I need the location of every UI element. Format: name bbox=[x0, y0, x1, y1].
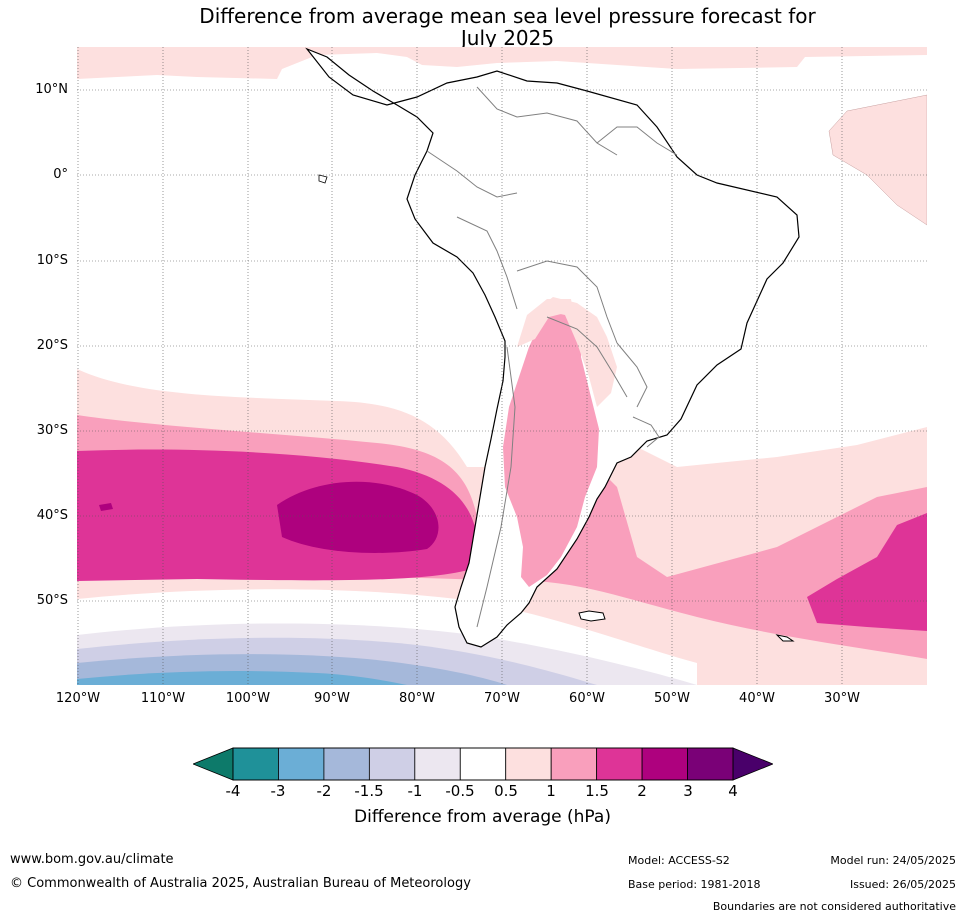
lat-label: 0° bbox=[53, 167, 68, 182]
colorbar-cell bbox=[414, 747, 461, 781]
colorbar-cell bbox=[278, 747, 325, 781]
lon-label: 100°W bbox=[225, 691, 271, 706]
colorbar-tick-label: 0.5 bbox=[494, 782, 518, 800]
falkland-islands bbox=[578, 610, 606, 622]
map-gridlines bbox=[77, 47, 927, 685]
anomaly-region-altiplano bbox=[517, 299, 573, 347]
lat-label: 20°S bbox=[36, 338, 68, 353]
border-peru-brazil bbox=[456, 216, 518, 310]
colorbar-tick-label: 2 bbox=[637, 782, 647, 800]
colorbar-cell bbox=[232, 747, 279, 781]
lon-label: 70°W bbox=[484, 691, 520, 706]
base-period: Base period: 1981-2018 bbox=[628, 878, 761, 891]
galapagos-islands bbox=[318, 174, 328, 184]
anomaly-region-east-atlantic bbox=[828, 94, 927, 226]
colorbar-cell bbox=[323, 747, 370, 781]
lat-label: 10°S bbox=[36, 253, 68, 268]
anomaly-band-1p5-east bbox=[807, 513, 927, 631]
anomaly-region-argentina bbox=[503, 305, 599, 587]
model-run-date: Model run: 24/05/2025 bbox=[830, 854, 956, 867]
map-title: Difference from average mean sea level p… bbox=[199, 4, 816, 50]
colorbar-tick-label: -1.5 bbox=[354, 782, 384, 800]
colorbar-cell bbox=[641, 747, 688, 781]
colorbar-tick-label: 1 bbox=[546, 782, 556, 800]
colorbar-tick-label: -1 bbox=[407, 782, 423, 800]
lat-label: 30°S bbox=[36, 423, 68, 438]
anomaly-band-neg-2 bbox=[77, 671, 407, 685]
lon-label: 110°W bbox=[140, 691, 186, 706]
colorbar-tick-label: -4 bbox=[225, 782, 241, 800]
lon-label: 40°W bbox=[739, 691, 775, 706]
lon-label: 30°W bbox=[824, 691, 860, 706]
colorbar-extend-low bbox=[191, 747, 234, 781]
colorbar-tick-label: -2 bbox=[316, 782, 332, 800]
south-georgia bbox=[775, 634, 795, 642]
lon-label: 50°W bbox=[654, 691, 690, 706]
model-name: Model: ACCESS-S2 bbox=[628, 854, 730, 867]
border-colombia-peru bbox=[426, 150, 518, 198]
colorbar-tick-label: -0.5 bbox=[445, 782, 475, 800]
colorbar-cell bbox=[505, 747, 552, 781]
colorbar-tick-label: 1.5 bbox=[585, 782, 609, 800]
colorbar-cell bbox=[368, 747, 416, 781]
colorbar-tick-label: -3 bbox=[270, 782, 286, 800]
colorbar-cell bbox=[687, 747, 734, 781]
anomaly-band-2-small bbox=[99, 503, 113, 511]
colorbar-tick-label: 4 bbox=[728, 782, 738, 800]
website-link[interactable]: www.bom.gov.au/climate bbox=[10, 852, 174, 867]
colorbar-title: Difference from average (hPa) bbox=[354, 807, 611, 827]
boundaries-note: Boundaries are not considered authoritat… bbox=[712, 900, 956, 913]
anomaly-band-2 bbox=[277, 481, 439, 553]
lat-label: 50°S bbox=[36, 593, 68, 608]
border-uruguay bbox=[632, 416, 660, 448]
border-argentina-brazil bbox=[616, 342, 648, 408]
lon-label: 120°W bbox=[55, 691, 101, 706]
lat-label: 10°N bbox=[35, 82, 68, 97]
colorbar-extend-high bbox=[732, 747, 775, 781]
border-bolivia-brazil bbox=[516, 260, 618, 344]
colorbar-cell bbox=[596, 747, 643, 781]
lon-label: 60°W bbox=[569, 691, 605, 706]
anomaly-region-north-pacific bbox=[77, 47, 927, 79]
lat-label: 40°S bbox=[36, 508, 68, 523]
border-bolivia-paraguay bbox=[546, 316, 628, 398]
colorbar-cell bbox=[550, 747, 598, 781]
lon-label: 80°W bbox=[399, 691, 435, 706]
border-guianas bbox=[596, 126, 678, 156]
colorbar-cell bbox=[459, 747, 507, 781]
issued-date: Issued: 26/05/2025 bbox=[849, 878, 956, 891]
pressure-anomaly-map bbox=[77, 47, 927, 685]
copyright-text: © Commonwealth of Australia 2025, Austra… bbox=[10, 876, 471, 891]
colorbar-tick-label: 3 bbox=[683, 782, 693, 800]
colorbar bbox=[191, 747, 775, 781]
anomaly-region-argentina-light bbox=[537, 297, 617, 407]
border-chile-argentina bbox=[476, 346, 516, 628]
lon-label: 90°W bbox=[314, 691, 350, 706]
